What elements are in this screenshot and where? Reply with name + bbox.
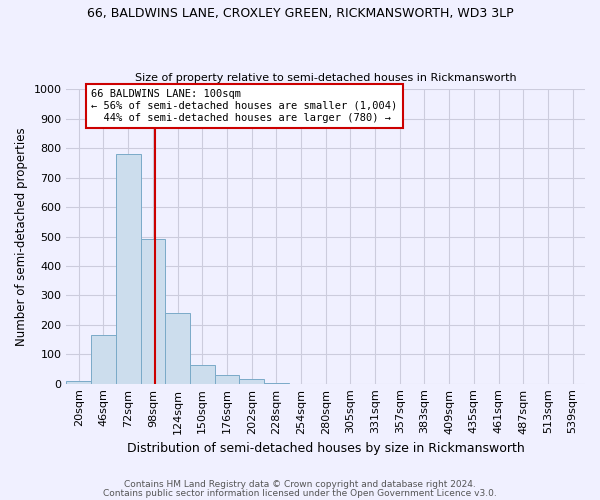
X-axis label: Distribution of semi-detached houses by size in Rickmansworth: Distribution of semi-detached houses by …	[127, 442, 524, 455]
Text: Contains HM Land Registry data © Crown copyright and database right 2024.: Contains HM Land Registry data © Crown c…	[124, 480, 476, 489]
Bar	[215, 375, 239, 384]
Bar	[264, 383, 289, 384]
Bar	[165, 313, 190, 384]
Title: Size of property relative to semi-detached houses in Rickmansworth: Size of property relative to semi-detach…	[135, 73, 517, 83]
Bar	[190, 366, 215, 384]
Text: Contains public sector information licensed under the Open Government Licence v3: Contains public sector information licen…	[103, 489, 497, 498]
Bar	[140, 240, 165, 384]
Text: 66 BALDWINS LANE: 100sqm
← 56% of semi-detached houses are smaller (1,004)
  44%: 66 BALDWINS LANE: 100sqm ← 56% of semi-d…	[91, 90, 397, 122]
Bar	[67, 380, 91, 384]
Y-axis label: Number of semi-detached properties: Number of semi-detached properties	[15, 127, 28, 346]
Bar	[116, 154, 140, 384]
Text: 66, BALDWINS LANE, CROXLEY GREEN, RICKMANSWORTH, WD3 3LP: 66, BALDWINS LANE, CROXLEY GREEN, RICKMA…	[86, 8, 514, 20]
Bar	[91, 335, 116, 384]
Bar	[239, 380, 264, 384]
